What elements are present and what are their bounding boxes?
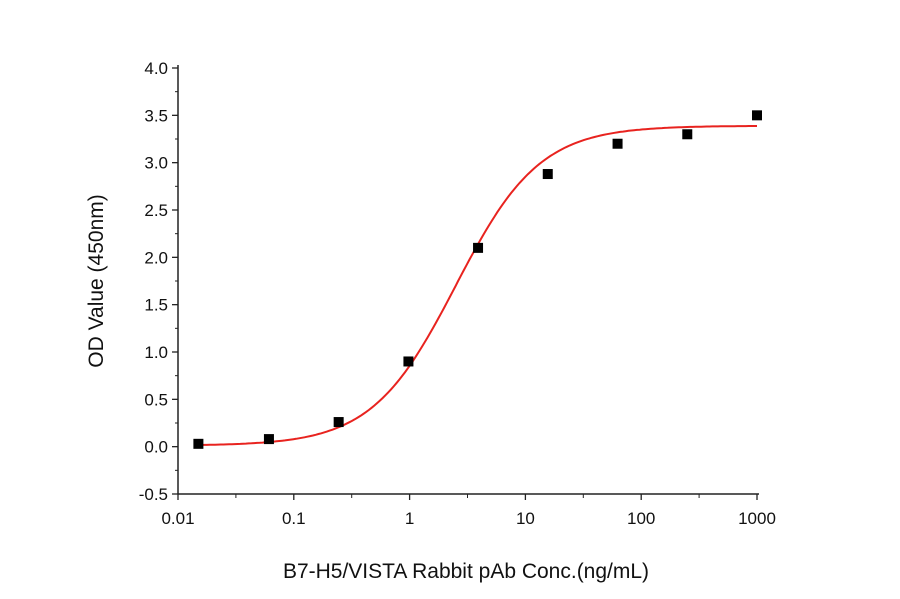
data-point bbox=[473, 242, 484, 253]
x-tick-label: 0.01 bbox=[161, 509, 194, 528]
data-point bbox=[193, 438, 204, 449]
data-point bbox=[403, 356, 414, 367]
y-tick-label: 3.5 bbox=[144, 106, 168, 125]
y-tick-label: 2.5 bbox=[144, 201, 168, 220]
y-tick-label: 1.0 bbox=[144, 343, 168, 362]
axes: -0.5 0.0 0.5 1.0 1.5 2.0 2.5 3.0 3.5 4.0 0.01 0.1 1 1… bbox=[139, 59, 776, 528]
data-point bbox=[752, 110, 762, 121]
data-points bbox=[193, 110, 762, 449]
data-point bbox=[612, 138, 623, 149]
y-tick-label: 3.0 bbox=[144, 154, 168, 173]
y-tick-label: 4.0 bbox=[144, 59, 168, 78]
data-point bbox=[682, 129, 693, 140]
x-tick-label: 100 bbox=[627, 509, 655, 528]
y-tick-label: 0.0 bbox=[144, 438, 168, 457]
x-tick-label: 1 bbox=[405, 509, 414, 528]
fit-curve bbox=[198, 125, 757, 446]
y-tick-label: -0.5 bbox=[139, 485, 168, 504]
x-tick-label: 0.1 bbox=[282, 509, 306, 528]
data-point bbox=[542, 169, 553, 180]
x-axis-label: B7-H5/VISTA Rabbit pAb Conc.(ng/mL) bbox=[283, 560, 649, 583]
data-point bbox=[263, 434, 274, 445]
y-tick-label: 1.5 bbox=[144, 296, 168, 315]
y-axis-label: OD Value (450nm) bbox=[85, 194, 108, 368]
y-tick-label: 2.0 bbox=[144, 248, 168, 267]
fit-curve-group bbox=[198, 125, 757, 446]
y-tick-label: 0.5 bbox=[144, 390, 168, 409]
data-point bbox=[333, 417, 344, 428]
x-tick-label: 1000 bbox=[738, 509, 776, 528]
x-tick-label: 10 bbox=[516, 509, 535, 528]
